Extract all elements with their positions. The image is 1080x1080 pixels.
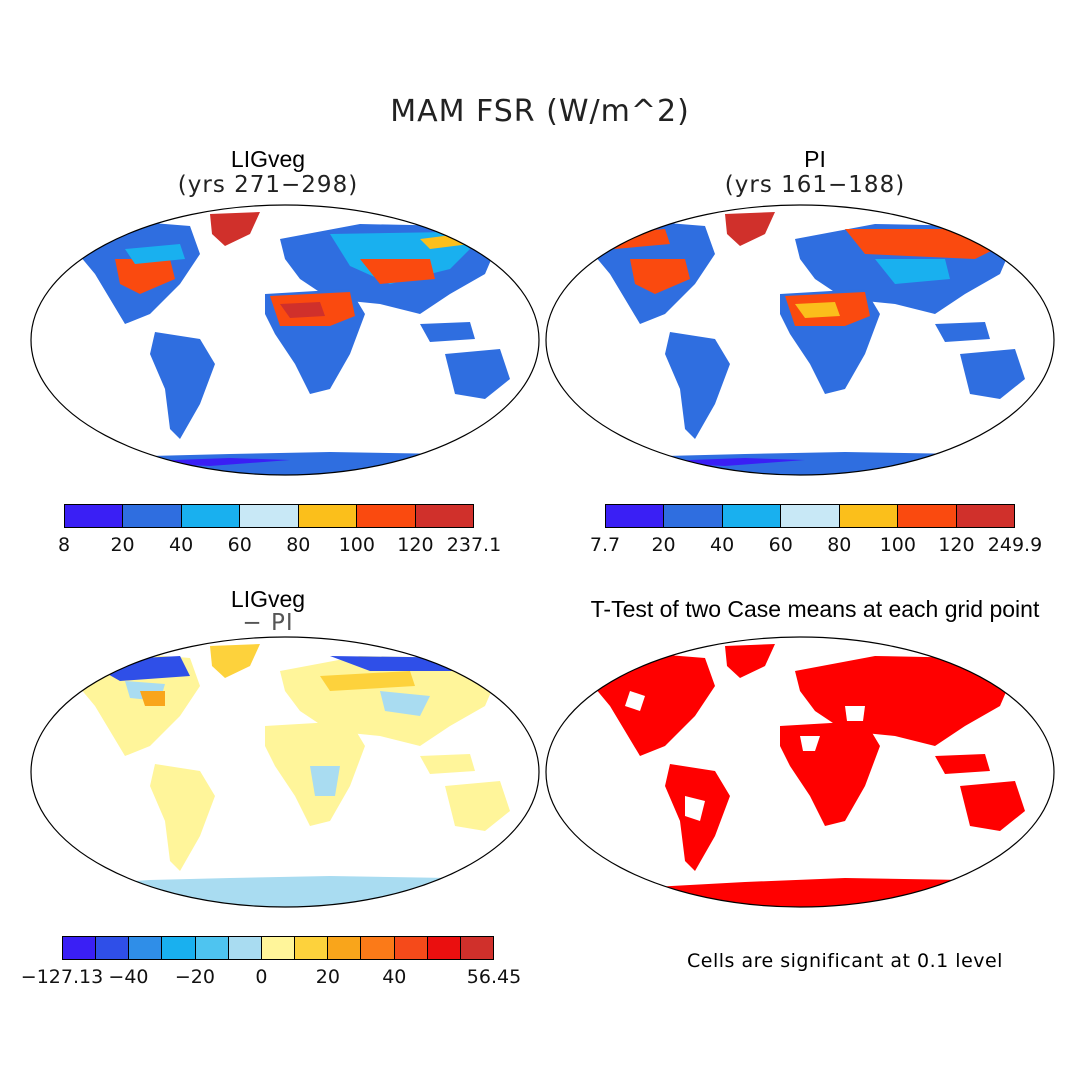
colorbar-segment (606, 505, 665, 527)
panel-subtitle-diff: − PI (242, 610, 294, 636)
colorbar-segment (123, 505, 182, 527)
panel-title-pi: PI (804, 146, 826, 172)
colorbar-tick-label: 80 (827, 534, 852, 556)
panel-title-ligveg: LIGveg (230, 146, 306, 172)
colorbar-tick-label: −127.13 (20, 966, 104, 988)
land-north-america (70, 654, 200, 756)
land-antarctica (40, 876, 530, 907)
colorbar-tick-label: 249.9 (987, 534, 1043, 556)
colorbar-tick-label: 20 (651, 534, 676, 556)
colorbar-tick-label: 40 (169, 534, 194, 556)
figure-title: MAM FSR (W/m^2) (390, 94, 690, 129)
colorbar-tick-label: 80 (286, 534, 311, 556)
colorbar-tick-label: 120 (397, 534, 434, 556)
colorbar-segment (96, 937, 130, 959)
colorbar-ligveg (64, 504, 474, 528)
map-ttest (545, 636, 1055, 908)
colorbar-tick-label: 60 (768, 534, 793, 556)
land-greenland (725, 212, 775, 246)
colorbar-segment (240, 505, 299, 527)
colorbar-segment (839, 505, 899, 527)
colorbar-segment (295, 937, 329, 959)
land-greenland (725, 644, 775, 678)
colorbar-tick-label: 7.7 (589, 534, 621, 556)
colorbar-segment (664, 505, 723, 527)
colorbar-tick-label: 40 (382, 966, 407, 988)
land-south-america (665, 332, 730, 439)
colorbar-tick-label: 100 (338, 534, 375, 556)
land-greenland (210, 212, 260, 246)
land-australia (960, 349, 1025, 399)
colorbar-tick-label: 237.1 (446, 534, 502, 556)
colorbar-segment (63, 937, 97, 959)
panel-subtitle-pi: (yrs 161−188) (724, 172, 906, 198)
significance-note: Cells are significant at 0.1 level (687, 950, 1003, 972)
panel-title-ttest: T-Test of two Case means at each grid po… (590, 596, 1040, 622)
colorbar-tick-label: 60 (227, 534, 252, 556)
colorbar-segment (261, 937, 296, 959)
colorbar-segment (298, 505, 358, 527)
map-diff (30, 636, 540, 908)
panel-subtitle-ligveg: (yrs 271−298) (177, 172, 359, 198)
colorbar-segment (898, 505, 957, 527)
colorbar-segment (956, 505, 1014, 527)
colorbar-segment (162, 937, 196, 959)
colorbar-diff (62, 936, 494, 960)
colorbar-segment (394, 937, 428, 959)
map-pi (545, 204, 1055, 476)
colorbar-tick-label: 0 (255, 966, 268, 988)
land-australia (445, 781, 510, 831)
colorbar-pi (605, 504, 1015, 528)
colorbar-tick-label: −20 (174, 966, 215, 988)
colorbar-segment (722, 505, 782, 527)
colorbar-segment (781, 505, 840, 527)
colorbar-segment (195, 937, 229, 959)
colorbar-tick-label: 8 (57, 534, 71, 556)
land-greenland (210, 644, 260, 678)
colorbar-segment (460, 937, 494, 959)
colorbar-tick-label: 20 (110, 534, 135, 556)
colorbar-segment (228, 937, 262, 959)
colorbar-segment (361, 937, 395, 959)
map-ligveg (30, 204, 540, 476)
colorbar-segment (427, 937, 461, 959)
colorbar-tick-label: 100 (879, 534, 916, 556)
colorbar-segment (415, 505, 473, 527)
land-north-america (585, 654, 715, 756)
land-australia (960, 781, 1025, 831)
colorbar-tick-label: 40 (710, 534, 735, 556)
land-australia (445, 349, 510, 399)
colorbar-segment (129, 937, 163, 959)
panel-title-diff: LIGveg (230, 586, 306, 612)
colorbar-tick-label: 56.45 (466, 966, 522, 988)
land-antarctica (70, 452, 510, 475)
land-antarctica (585, 452, 1025, 475)
colorbar-tick-label: −40 (108, 966, 149, 988)
colorbar-tick-label: 120 (938, 534, 975, 556)
colorbar-segment (357, 505, 416, 527)
colorbar-tick-label: 20 (315, 966, 340, 988)
land-south-america (150, 332, 215, 439)
colorbar-segment (65, 505, 124, 527)
colorbar-segment (181, 505, 241, 527)
land-south-america (150, 764, 215, 871)
colorbar-segment (328, 937, 362, 959)
